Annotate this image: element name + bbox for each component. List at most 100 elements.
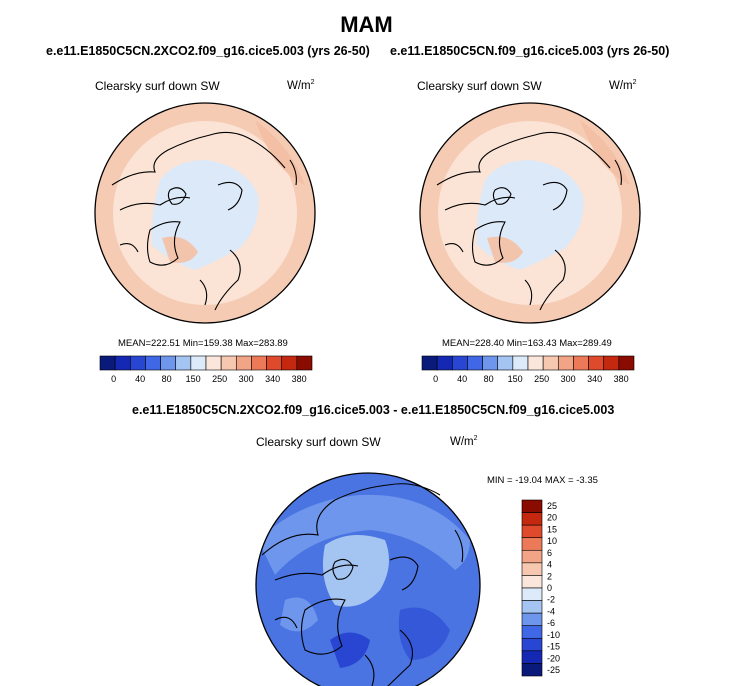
diff-colorbar-tick-label: -6 xyxy=(547,618,555,628)
diff-colorbar-tick-label: 20 xyxy=(547,513,557,523)
diff-colorbar-swatch xyxy=(521,650,543,664)
panel-1-colorbar-swatch xyxy=(160,355,177,371)
diff-colorbar-tick-label: 2 xyxy=(547,571,552,581)
panel-1-map-border xyxy=(94,102,316,324)
diff-colorbar-swatch xyxy=(521,612,543,627)
panel-1-max-value: 283.89 xyxy=(258,338,288,349)
diff-colorbar-swatch xyxy=(521,600,543,614)
panel-1-pacific-band xyxy=(255,120,305,185)
diff-panel-band-north xyxy=(258,494,470,575)
diff-panel-map xyxy=(255,472,481,686)
diff-panel-variable-title: Clearsky surf down SW xyxy=(256,435,381,449)
panel-2-colorbar-swatch xyxy=(467,355,483,371)
panel-1-colorbar-tick-label: 300 xyxy=(239,374,254,384)
diff-colorbar-swatch xyxy=(521,524,543,539)
panel-1-mean-label: MEAN= xyxy=(118,338,151,349)
panel-2-colorbar-swatch xyxy=(557,355,574,371)
diff-colorbar-tick-label: -10 xyxy=(547,630,560,640)
panel-2-min-label: Min= xyxy=(506,338,528,349)
panel-1-units-exp: 2 xyxy=(310,79,315,86)
panel-2-colorbar-swatch xyxy=(436,355,453,371)
panel-1-case-title: e.e11.E1850C5CN.2XCO2.f09_g16.cice5.003 … xyxy=(46,44,370,58)
panel-2-pacific-band xyxy=(580,120,630,185)
panel-1-colorbar-tick-label: 380 xyxy=(292,374,307,384)
panel-1-colorbar-swatch xyxy=(114,355,131,371)
diff-colorbar-swatch xyxy=(521,625,543,639)
panel-2-colorbar-swatch xyxy=(497,355,514,371)
panel-1-colorbar-swatch xyxy=(281,355,298,371)
panel-2-colorbar-swatch xyxy=(482,355,499,371)
panel-1-max-label: Max= xyxy=(235,338,259,349)
panel-1-colorbar-swatch xyxy=(296,355,313,371)
panel-2-max-label: Max= xyxy=(559,338,583,349)
panel-2-colorbar-tick-label: 300 xyxy=(561,374,576,384)
panel-1-coastlines xyxy=(111,131,297,311)
diff-colorbar-swatch xyxy=(521,575,543,589)
panel-1-min-label: Min= xyxy=(182,338,204,349)
panel-1-colorbar-swatch xyxy=(99,355,116,371)
diff-panel-units: W/m2 xyxy=(450,435,478,448)
panel-1-greenland-low xyxy=(162,236,198,263)
panel-1-units: W/m2 xyxy=(287,79,315,92)
panel-1-colorbar-swatch xyxy=(220,355,237,371)
panel-1-colorbar: 0 40 80 150 250 300 340 380 xyxy=(99,355,313,384)
panel-1-units-base: W/m xyxy=(287,79,311,92)
panel-2-units-base: W/m xyxy=(609,79,633,92)
diff-panel-minmax: MIN = -19.04 MAX = -3.35 xyxy=(487,475,598,486)
panel-2-mean-value: 228.40 xyxy=(475,338,505,349)
panel-2-min-value: 163.43 xyxy=(527,338,557,349)
panel-1-colorbar-swatch xyxy=(129,355,146,371)
diff-colorbar-swatch xyxy=(521,663,543,677)
panel-2-colorbar-tick-label: 340 xyxy=(587,374,602,384)
diff-colorbar-swatch xyxy=(521,549,543,564)
panel-2-colorbar-swatch xyxy=(451,355,468,371)
panel-1-min-value: 159.38 xyxy=(203,338,233,349)
panel-2-colorbar-swatch xyxy=(588,355,605,371)
panel-1-colorbar-tick-label: 80 xyxy=(162,374,172,384)
diff-colorbar-swatch xyxy=(521,499,543,513)
diff-colorbar-tick-label: -15 xyxy=(547,642,560,652)
main-title: MAM xyxy=(340,12,393,37)
panel-2-colorbar-tick-label: 250 xyxy=(534,374,549,384)
diff-colorbar-tick-label: 15 xyxy=(547,524,557,534)
panel-2-max-value: 289.49 xyxy=(582,338,612,349)
panel-1-stats: MEAN=222.51 Min=159.38 Max=283.89 xyxy=(118,338,288,349)
panel-1-colorbar-swatch xyxy=(266,355,283,371)
panel-2-colorbar-tick-label: 380 xyxy=(614,374,629,384)
diff-colorbar-tick-label: -2 xyxy=(547,595,555,605)
panel-2-colorbar: 0 40 80 150 250 300 340 380 xyxy=(421,355,635,384)
diff-colorbar-swatch xyxy=(521,562,543,576)
panel-2-units: W/m2 xyxy=(609,79,637,92)
panel-2-colorbar-tick-label: 150 xyxy=(508,374,523,384)
panel-2-coastlines xyxy=(436,131,622,311)
diff-colorbar-tick-label: 6 xyxy=(547,548,552,558)
panel-2-mean-label: MEAN= xyxy=(442,338,475,349)
panel-1-colorbar-swatch xyxy=(190,355,207,371)
panel-1-colorbar-swatch xyxy=(145,355,161,371)
diff-colorbar-tick-label: -25 xyxy=(547,665,560,675)
diff-colorbar-swatch xyxy=(521,587,543,601)
panel-2-colorbar-tick-label: 0 xyxy=(433,374,438,384)
panel-1-colorbar-tick-label: 40 xyxy=(135,374,145,384)
panel-2-case-title: e.e11.E1850C5CN.f09_g16.cice5.003 (yrs 2… xyxy=(390,44,670,58)
diff-colorbar-swatch xyxy=(521,637,543,652)
panel-2-colorbar-swatch xyxy=(573,355,589,371)
panel-1-colorbar-swatch xyxy=(235,355,252,371)
diff-panel-units-exp: 2 xyxy=(473,435,478,442)
panel-2-map-border xyxy=(419,102,641,324)
diff-panel-units-base: W/m xyxy=(450,435,474,448)
panel-2-stats: MEAN=228.40 Min=163.43 Max=289.49 xyxy=(442,338,612,349)
panel-2-units-exp: 2 xyxy=(632,79,637,86)
panel-1-colorbar-swatch xyxy=(205,355,222,371)
panel-1-colorbar-tick-label: 0 xyxy=(111,374,116,384)
diff-colorbar-swatch xyxy=(521,512,543,526)
diff-colorbar-tick-label: -4 xyxy=(547,606,555,616)
diff-colorbar-tick-label: 25 xyxy=(547,501,557,511)
panel-2-colorbar-tick-label: 80 xyxy=(484,374,494,384)
diff-panel-coastlines xyxy=(261,483,464,686)
panel-2-map xyxy=(419,102,641,324)
diff-colorbar-tick-label: 4 xyxy=(547,560,552,570)
diff-panel-arctic-field xyxy=(322,535,389,607)
